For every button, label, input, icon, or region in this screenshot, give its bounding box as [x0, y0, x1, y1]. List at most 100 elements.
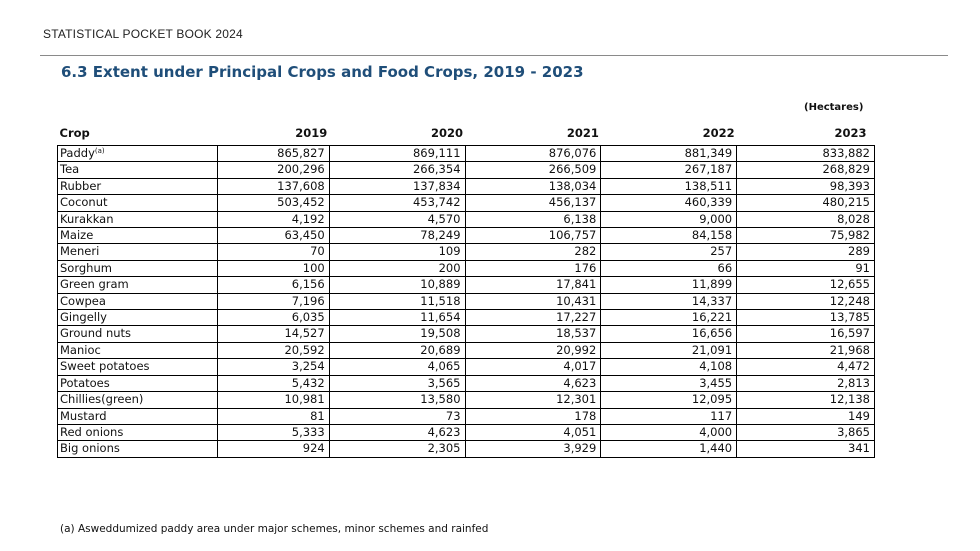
table-row: Mustard 81 73 178 117 149 [57, 408, 875, 425]
crop-name-cell: Ground nuts [57, 325, 218, 343]
value-cell-2019: 81 [216, 408, 330, 425]
value-cell-2021: 106,757 [464, 227, 601, 245]
table-row: Manioc 20,592 20,689 20,992 21,091 21,968 [57, 342, 875, 360]
value-cell-2020: 2,305 [328, 440, 466, 458]
crops-table: Crop 2019 2020 2021 2022 2023 Paddy(a) 86… [57, 123, 875, 458]
value-cell-2022: 138,511 [600, 178, 737, 196]
table-row: Rubber 137,608 137,834 138,034 138,511 98,393 [57, 178, 875, 196]
table-row: Coconut 503,452 453,742 456,137 460,339 480,2… [57, 194, 875, 212]
value-cell-2022: 12,095 [600, 391, 737, 409]
crop-name: Potatoes [60, 375, 110, 390]
crop-name-cell: Paddy(a) [57, 144, 218, 163]
crop-name: Chillies(green) [60, 392, 144, 407]
table-row: Meneri 70 109 282 257 289 [57, 243, 875, 261]
value-cell-2019: 503,452 [216, 194, 330, 212]
table-header-row: Crop 2019 2020 2021 2022 2023 [57, 123, 875, 146]
crop-name: Gingelly [60, 310, 107, 325]
value-cell-2019: 200,296 [216, 161, 330, 179]
crop-name: Mustard [60, 408, 107, 423]
value-cell-2022: 4,000 [600, 424, 737, 442]
value-cell-2019: 6,035 [216, 309, 330, 327]
value-cell-2023: 833,882 [736, 144, 875, 163]
value-cell-2022: 11,899 [600, 276, 737, 294]
value-cell-2021: 138,034 [464, 178, 601, 196]
crop-name-cell: Green gram [57, 276, 218, 294]
crop-name-cell: Manioc [57, 342, 218, 360]
crop-name: Paddy [60, 146, 95, 160]
value-cell-2019: 63,450 [216, 227, 330, 245]
crop-name: Sorghum [60, 260, 112, 275]
value-cell-2019: 3,254 [216, 358, 330, 376]
page-title: 6.3 Extent under Principal Crops and Foo… [61, 63, 584, 81]
value-cell-2019: 137,608 [216, 178, 330, 196]
crop-name-cell: Potatoes [57, 375, 218, 393]
value-cell-2020: 266,354 [328, 161, 466, 179]
value-cell-2022: 1,440 [600, 440, 737, 458]
crop-name: Red onions [60, 424, 124, 439]
value-cell-2019: 5,432 [216, 375, 330, 393]
table-row: Maize 63,450 78,249 106,757 84,158 75,982 [57, 227, 875, 245]
value-cell-2023: 289 [736, 243, 875, 261]
table-row: Chillies(green) 10,981 13,580 12,301 12,095 1… [57, 391, 875, 409]
value-cell-2019: 6,156 [216, 276, 330, 294]
crop-name: Big onions [60, 441, 120, 456]
value-cell-2020: 200 [328, 260, 466, 278]
value-cell-2019: 4,192 [216, 211, 330, 229]
table-row: Ground nuts 14,527 19,508 18,537 16,656 16,59… [57, 325, 875, 343]
value-cell-2020: 13,580 [328, 391, 466, 409]
value-cell-2021: 176 [464, 260, 601, 278]
crop-name: Sweet potatoes [60, 359, 150, 374]
crop-column-header: Crop [57, 123, 218, 146]
value-cell-2022: 257 [600, 243, 737, 261]
value-cell-2023: 2,813 [736, 375, 875, 393]
value-cell-2023: 4,472 [736, 358, 875, 376]
value-cell-2021: 17,841 [464, 276, 601, 294]
value-cell-2021: 282 [464, 243, 601, 261]
value-cell-2021: 10,431 [464, 293, 601, 311]
crop-name-cell: Mustard [57, 408, 218, 425]
table-row: Green gram 6,156 10,889 17,841 11,899 12,655 [57, 276, 875, 294]
value-cell-2023: 8,028 [736, 211, 875, 229]
table-row: Potatoes 5,432 3,565 4,623 3,455 2,813 [57, 375, 875, 393]
crop-name-cell: Kurakkan [57, 211, 218, 229]
value-cell-2019: 5,333 [216, 424, 330, 442]
crop-name-cell: Cowpea [57, 293, 218, 311]
value-cell-2020: 4,065 [328, 358, 466, 376]
value-cell-2022: 16,656 [600, 325, 737, 343]
value-cell-2019: 100 [216, 260, 330, 278]
value-cell-2019: 70 [216, 243, 330, 261]
crop-name: Cowpea [60, 293, 106, 308]
table-row: Gingelly 6,035 11,654 17,227 16,221 13,785 [57, 309, 875, 327]
crop-name-cell: Maize [57, 227, 218, 245]
value-cell-2021: 3,929 [464, 440, 601, 458]
table-row: Sorghum 100 200 176 66 91 [57, 260, 875, 278]
footnote-marker: (a) [94, 147, 105, 155]
value-cell-2023: 3,865 [736, 424, 875, 442]
value-cell-2020: 869,111 [328, 144, 466, 163]
crop-name-cell: Sweet potatoes [57, 358, 218, 376]
table-body: Paddy(a) 865,827 869,111 876,076 881,349 833,… [57, 144, 875, 458]
value-cell-2022: 3,455 [600, 375, 737, 393]
crop-name: Coconut [60, 195, 108, 210]
crop-name: Manioc [60, 342, 101, 357]
crop-name-cell: Sorghum [57, 260, 218, 278]
value-cell-2020: 10,889 [328, 276, 466, 294]
value-cell-2019: 924 [216, 440, 330, 458]
value-cell-2021: 266,509 [464, 161, 601, 179]
crop-name: Rubber [60, 178, 102, 193]
header-divider [40, 55, 948, 56]
value-cell-2020: 109 [328, 243, 466, 261]
crop-name: Green gram [60, 277, 129, 292]
value-cell-2022: 21,091 [600, 342, 737, 360]
crop-name-cell: Rubber [57, 178, 218, 196]
value-cell-2023: 98,393 [736, 178, 875, 196]
value-cell-2022: 881,349 [600, 144, 737, 163]
value-cell-2023: 12,248 [736, 293, 875, 311]
crop-name: Ground nuts [60, 326, 132, 341]
crop-name-cell: Coconut [57, 194, 218, 212]
value-cell-2022: 16,221 [600, 309, 737, 327]
year-header: 2020 [329, 123, 466, 146]
value-cell-2023: 91 [736, 260, 875, 278]
value-cell-2023: 480,215 [736, 194, 875, 212]
value-cell-2021: 18,537 [464, 325, 601, 343]
